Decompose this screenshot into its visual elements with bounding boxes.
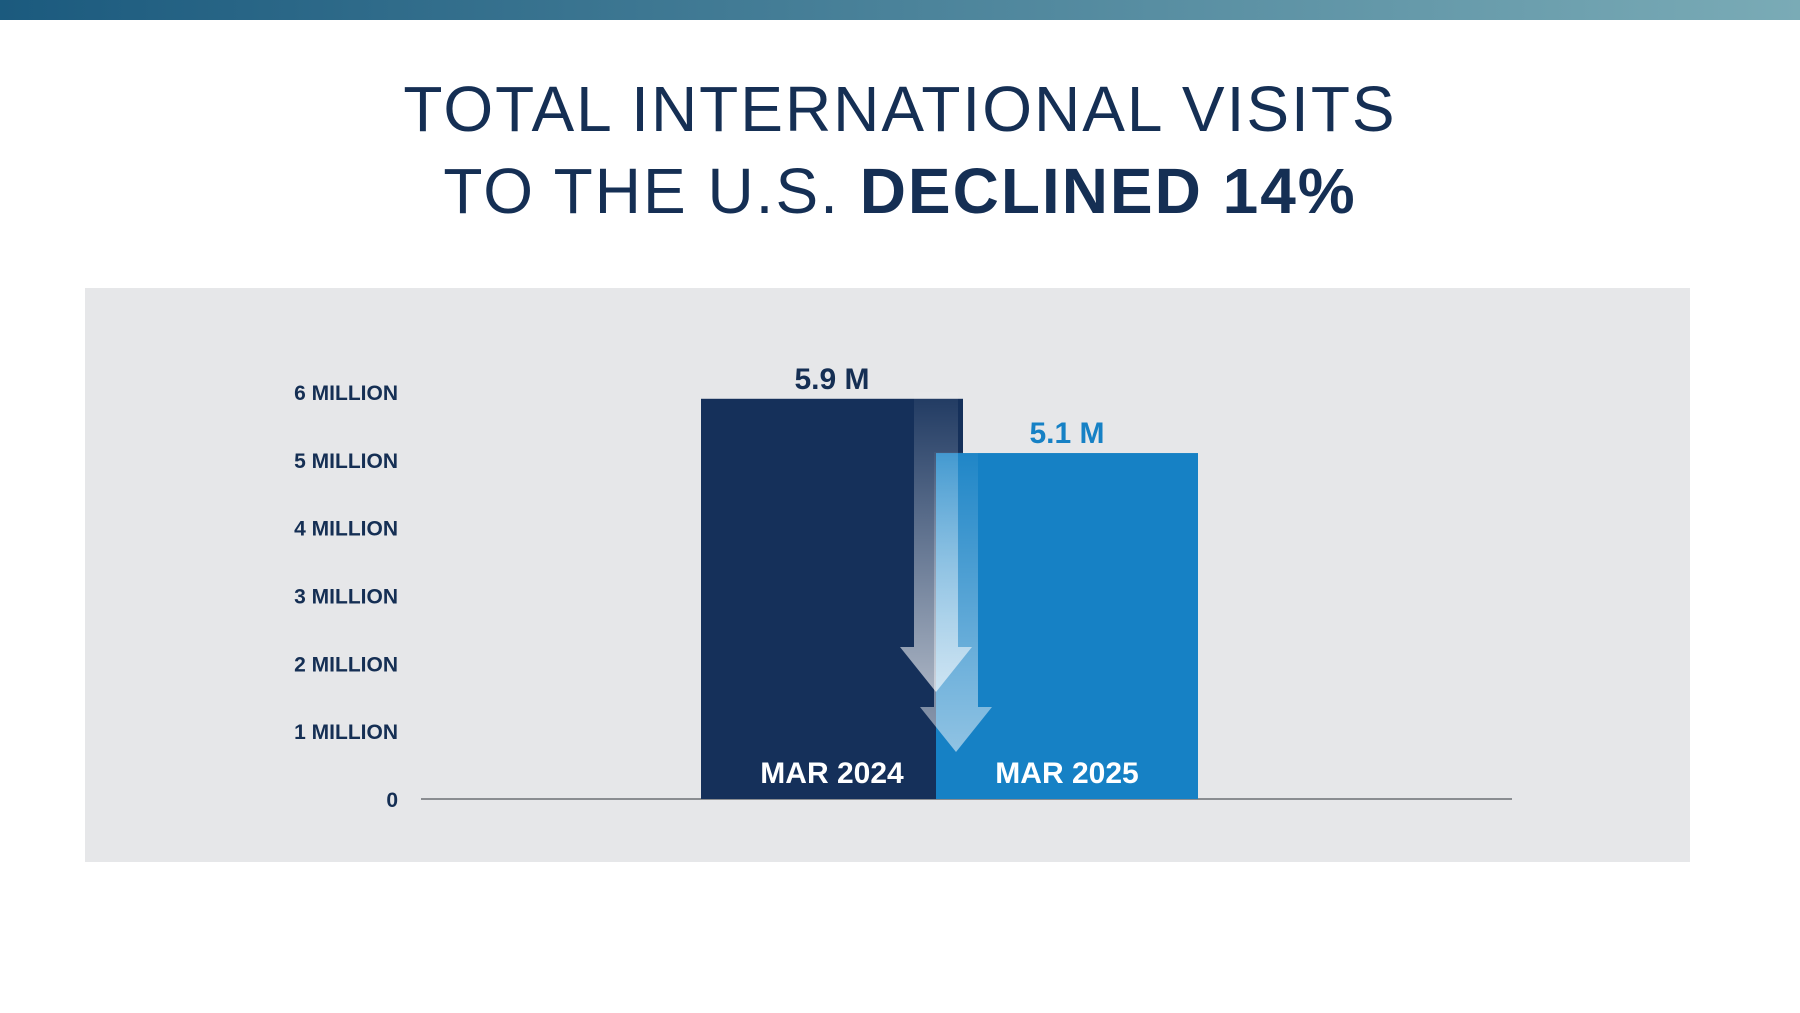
y-tick-label: 3 MILLION (294, 586, 398, 609)
chart-title: TOTAL INTERNATIONAL VISITS TO THE U.S. D… (0, 68, 1800, 232)
top-accent-bar (0, 0, 1800, 20)
y-tick-label: 1 MILLION (294, 721, 398, 744)
title-line-2: TO THE U.S. DECLINED 14% (0, 150, 1800, 232)
title-line-2-regular: TO THE U.S. (443, 155, 860, 227)
bar-value-label: 5.1 M (1029, 417, 1104, 450)
bar-value-label: 5.9 M (794, 363, 869, 396)
y-tick-label: 0 (386, 789, 398, 812)
y-tick-label: 2 MILLION (294, 653, 398, 676)
x-category-label: MAR 2025 (995, 757, 1138, 790)
x-category-label: MAR 2024 (760, 757, 904, 790)
title-line-1: TOTAL INTERNATIONAL VISITS (403, 73, 1397, 145)
title-line-2-bold: DECLINED 14% (859, 155, 1357, 227)
y-tick-label: 4 MILLION (294, 518, 398, 541)
y-tick-label: 5 MILLION (294, 450, 398, 473)
decline-arrow-shape (920, 452, 992, 752)
y-tick-label: 6 MILLION (294, 382, 398, 405)
decline-arrow-icon (900, 392, 992, 752)
bar-mar-2025 (936, 453, 1198, 799)
